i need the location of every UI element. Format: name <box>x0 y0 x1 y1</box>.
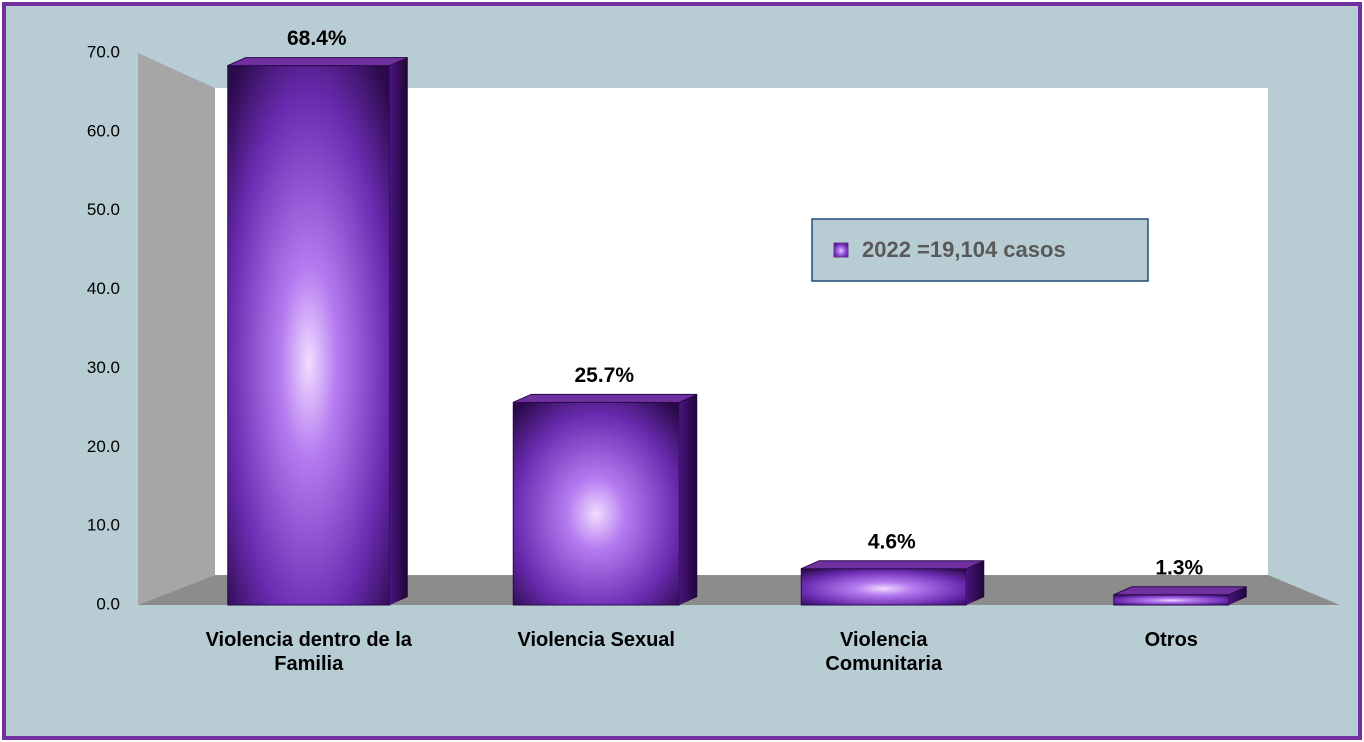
y-tick-label: 10.0 <box>87 516 120 535</box>
y-tick-label: 0.0 <box>96 594 120 613</box>
bar <box>1113 586 1247 606</box>
y-tick-label: 60.0 <box>87 121 120 140</box>
legend-box <box>811 218 1149 282</box>
bar <box>227 57 408 606</box>
x-tick-label: Otros <box>1144 629 1198 651</box>
value-label: 68.4% <box>287 27 347 50</box>
y-tick-label: 30.0 <box>87 358 120 377</box>
x-tick-label: Violencia Comunitaria <box>825 629 943 675</box>
y-tick-label: 50.0 <box>87 200 120 219</box>
legend-marker <box>833 242 849 258</box>
bar <box>800 560 985 606</box>
x-tick-label: Violencia dentro de la Familia <box>205 629 412 675</box>
value-label: 4.6% <box>868 530 916 553</box>
side-wall <box>138 53 215 605</box>
back-wall <box>215 88 1268 575</box>
legend-label: 2022 =19,104 casos <box>862 237 1066 262</box>
value-label: 25.7% <box>574 364 634 387</box>
bar <box>512 393 698 606</box>
y-tick-label: 70.0 <box>87 42 120 61</box>
floor <box>138 575 1340 605</box>
value-label: 1.3% <box>1155 556 1203 579</box>
y-tick-label: 20.0 <box>87 437 120 456</box>
y-tick-label: 40.0 <box>87 279 120 298</box>
x-tick-label: Violencia Sexual <box>517 629 676 651</box>
